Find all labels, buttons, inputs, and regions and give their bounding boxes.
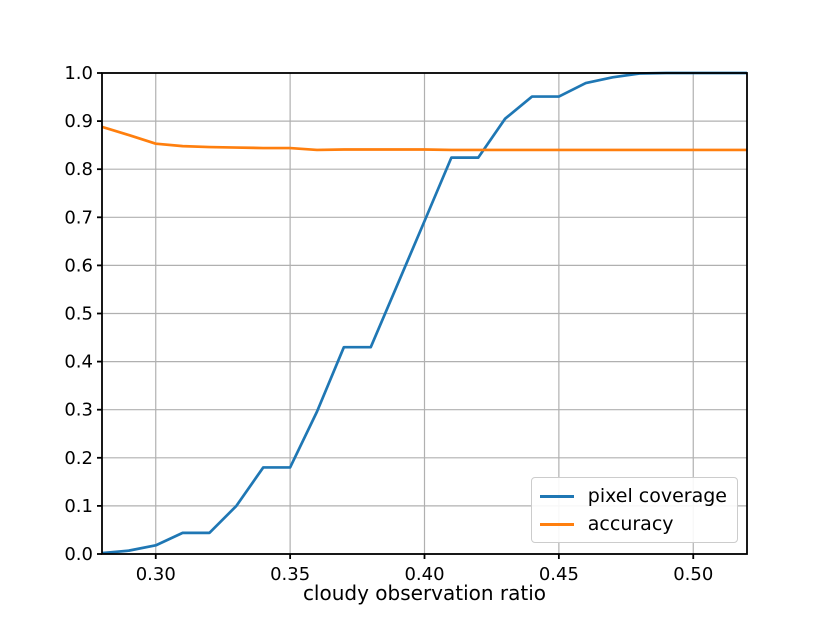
legend-line-icon	[539, 522, 574, 526]
legend: pixel coverage accuracy	[530, 477, 738, 543]
y-tick-label: 0.5	[64, 304, 93, 325]
legend-line-icon	[539, 494, 574, 498]
x-tick-label: 0.50	[673, 564, 713, 585]
x-tick-label: 0.40	[404, 564, 444, 585]
legend-label: accuracy	[587, 513, 674, 535]
y-tick-label: 0.1	[64, 496, 93, 517]
legend-item-pixel-coverage: pixel coverage	[539, 484, 727, 508]
y-tick-label: 0.8	[64, 159, 93, 180]
x-axis-label: cloudy observation ratio	[302, 581, 547, 605]
x-tick-label: 0.45	[539, 564, 579, 585]
y-tick-label: 1.0	[64, 63, 93, 84]
y-tick-label: 0.0	[64, 544, 93, 565]
x-tick-label: 0.35	[270, 564, 310, 585]
x-tick-label: 0.30	[136, 564, 176, 585]
series-line-accuracy	[101, 125, 747, 152]
y-tick-label: 0.9	[64, 111, 93, 132]
y-tick-label: 0.7	[64, 207, 93, 228]
y-tick-label: 0.6	[64, 255, 93, 276]
y-tick-label: 0.4	[64, 352, 93, 373]
y-tick-label: 0.2	[64, 448, 93, 469]
y-tick-label: 0.3	[64, 400, 93, 421]
legend-item-accuracy: accuracy	[539, 512, 727, 536]
legend-label: pixel coverage	[587, 485, 727, 507]
